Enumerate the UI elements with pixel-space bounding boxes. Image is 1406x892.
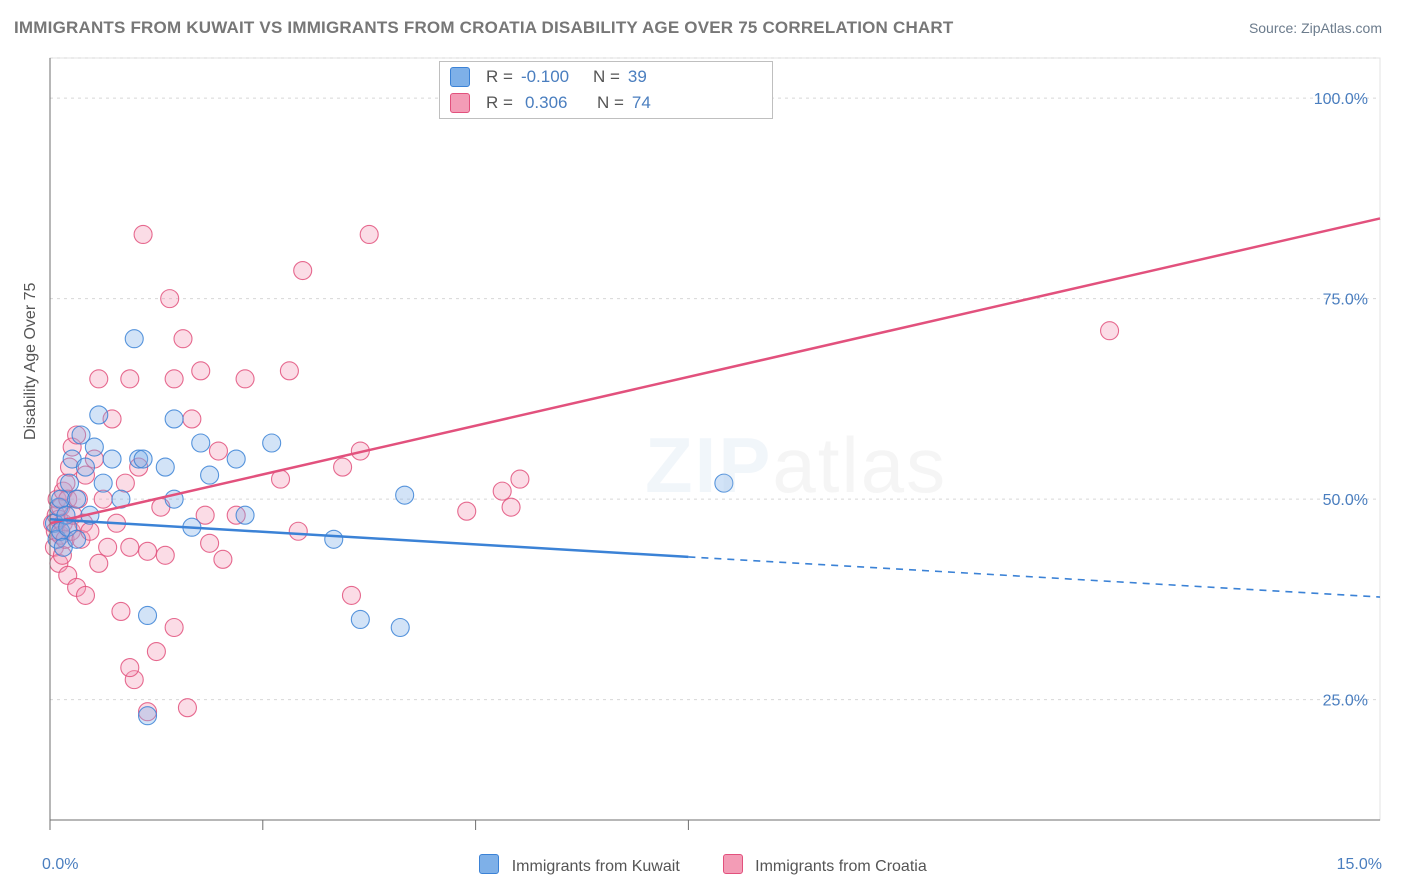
stat-r-value-kuwait: -0.100 <box>521 64 585 90</box>
stat-n-label-croatia: N = <box>597 90 624 116</box>
svg-text:25.0%: 25.0% <box>1323 693 1368 710</box>
stat-r-label-kuwait: R = <box>486 64 513 90</box>
swatch-croatia <box>450 93 470 113</box>
watermark: ZIPatlas <box>645 420 947 511</box>
svg-text:50.0%: 50.0% <box>1323 492 1368 509</box>
bottom-label-kuwait: Immigrants from Kuwait <box>512 858 680 875</box>
stat-n-value-kuwait: 39 <box>628 64 647 90</box>
stat-n-value-croatia: 74 <box>632 90 651 116</box>
stat-n-label-kuwait: N = <box>593 64 620 90</box>
stat-r-value-croatia: 0.306 <box>521 90 589 116</box>
bottom-swatch-croatia <box>723 854 743 874</box>
stat-r-label-croatia: R = <box>486 90 513 116</box>
stats-row-kuwait: R = -0.100 N = 39 <box>450 64 762 90</box>
watermark-zip: ZIP <box>645 421 772 509</box>
stats-legend: R = -0.100 N = 39 R = 0.306 N = 74 <box>440 62 772 118</box>
svg-text:100.0%: 100.0% <box>1314 91 1368 108</box>
stats-row-croatia: R = 0.306 N = 74 <box>450 90 762 116</box>
watermark-atlas: atlas <box>772 421 947 509</box>
bottom-swatch-kuwait <box>479 854 499 874</box>
x-axis-min-label: 0.0% <box>42 856 78 874</box>
x-axis-max-label: 15.0% <box>1337 856 1382 874</box>
swatch-kuwait <box>450 67 470 87</box>
bottom-legend: Immigrants from Kuwait Immigrants from C… <box>0 854 1406 876</box>
svg-text:75.0%: 75.0% <box>1323 292 1368 309</box>
bottom-label-croatia: Immigrants from Croatia <box>755 858 927 875</box>
